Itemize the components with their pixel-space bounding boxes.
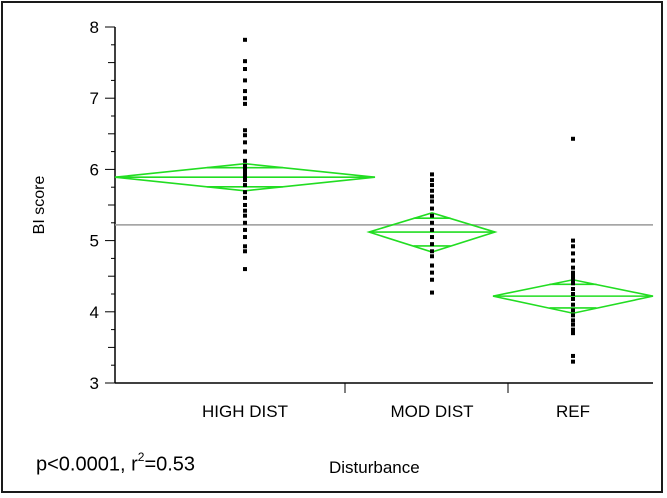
- y-tick-label: 8: [90, 18, 99, 37]
- y-axis-title: BI score: [31, 176, 48, 235]
- data-point: [571, 258, 575, 263]
- data-point: [243, 59, 247, 64]
- data-point: [571, 313, 575, 318]
- data-point: [243, 249, 247, 254]
- model-statistics: p<0.0001, r2=0.53: [36, 450, 196, 477]
- data-point: [243, 190, 247, 195]
- data-point: [430, 220, 434, 225]
- data-point: [430, 270, 434, 275]
- x-category-label: REF: [556, 402, 590, 421]
- data-point: [571, 308, 575, 313]
- data-point: [243, 96, 247, 101]
- data-point: [243, 220, 247, 225]
- data-point: [243, 203, 247, 207]
- x-category-label: HIGH DIST: [202, 402, 288, 421]
- data-point: [571, 359, 575, 364]
- data-point: [243, 133, 247, 138]
- x-axis-title: Disturbance: [329, 458, 420, 477]
- data-point: [430, 183, 434, 188]
- data-point: [243, 149, 247, 154]
- data-point: [430, 242, 434, 247]
- data-point: [430, 290, 434, 295]
- data-points: [243, 37, 575, 364]
- data-point: [243, 37, 247, 42]
- data-point: [430, 263, 434, 268]
- data-point: [430, 235, 434, 240]
- data-point: [571, 270, 575, 275]
- data-point: [571, 274, 575, 279]
- y-tick-label: 4: [90, 303, 99, 322]
- data-point: [243, 167, 247, 172]
- data-point: [571, 318, 575, 323]
- data-point: [571, 265, 575, 270]
- axes: 3 4 5 6 7 8: [90, 18, 653, 393]
- y-tick-label: 7: [90, 89, 99, 108]
- data-point: [571, 287, 575, 292]
- data-point: [571, 302, 575, 307]
- data-point: [243, 163, 247, 168]
- y-tick-label: 5: [90, 232, 99, 251]
- data-point: [430, 213, 434, 218]
- data-point: [243, 195, 247, 200]
- data-point: [430, 178, 434, 183]
- stats-prefix: p<0.0001, r: [36, 453, 138, 476]
- data-point: [571, 281, 575, 286]
- data-point: [571, 296, 575, 301]
- data-point: [243, 128, 247, 133]
- stats-suffix: =0.53: [144, 453, 196, 476]
- data-point: [430, 254, 434, 259]
- data-point: [243, 213, 247, 218]
- data-point: [430, 194, 434, 199]
- data-point: [243, 267, 247, 272]
- data-point: [430, 277, 434, 282]
- data-point: [571, 353, 575, 358]
- data-point: [571, 327, 575, 332]
- data-point: [571, 292, 575, 296]
- data-point: [430, 188, 434, 193]
- data-point: [243, 158, 247, 163]
- data-point: [243, 140, 247, 145]
- data-point: [243, 174, 247, 179]
- data-point: [571, 136, 575, 141]
- axis-labels: HIGH DIST MOD DIST REF BI score: [31, 176, 590, 421]
- data-point: [243, 208, 247, 213]
- data-point: [243, 235, 247, 240]
- data-point: [571, 331, 575, 336]
- stats-superscript: 2: [137, 450, 145, 464]
- data-point: [430, 249, 434, 254]
- data-point: [571, 322, 575, 327]
- data-point: [243, 170, 247, 175]
- data-point: [430, 172, 434, 177]
- data-point: [243, 227, 247, 232]
- data-point: [430, 206, 434, 211]
- data-point: [243, 67, 247, 72]
- data-point: [430, 199, 434, 204]
- data-point: [243, 78, 247, 83]
- data-point: [571, 244, 575, 249]
- y-tick-label: 6: [90, 160, 99, 179]
- data-point: [243, 183, 247, 188]
- y-tick-label: 3: [90, 374, 99, 393]
- data-point: [243, 244, 247, 249]
- data-point: [571, 251, 575, 256]
- data-point: [243, 89, 247, 94]
- data-point: [243, 178, 247, 183]
- data-point: [430, 227, 434, 232]
- x-category-label: MOD DIST: [390, 402, 473, 421]
- data-point: [571, 238, 575, 243]
- data-point: [571, 277, 575, 282]
- data-point: [243, 101, 247, 106]
